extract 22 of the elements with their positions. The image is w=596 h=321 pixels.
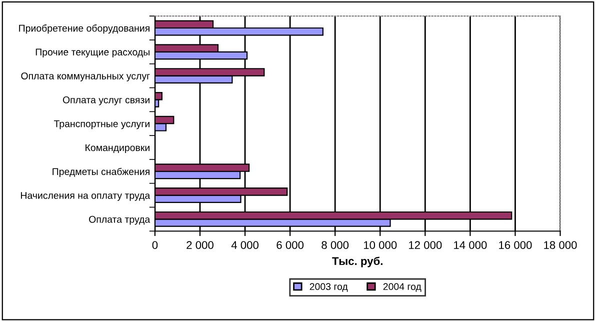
x-tick-label: 0 (152, 241, 158, 250)
x-tick-label: 4 000 (231, 241, 258, 250)
x-tick-label: 2 000 (186, 241, 214, 250)
y-tick-label: Командировки (86, 144, 150, 154)
legend-label: 2003 год (310, 283, 348, 292)
y-tick-label: Прочие текущие расходы (36, 48, 150, 58)
x-tick-label: 12 000 (409, 241, 442, 250)
y-tick-label: Транспортные услуги (54, 120, 150, 130)
y-tick-label: Начисления на оплату труда (20, 192, 150, 201)
x-tick-label: 8 000 (322, 241, 349, 250)
y-tick-label: Оплата коммунальных услуг (21, 72, 150, 82)
x-tick-label: 14 000 (454, 241, 487, 250)
x-tick-label: 6 000 (276, 241, 304, 250)
x-tick-label: 16 000 (499, 241, 532, 250)
y-tick-label: Оплата услуг связи (62, 96, 150, 106)
x-axis-title: Тыс. руб. (332, 256, 382, 268)
y-tick-label: Приобретение оборудования (19, 24, 150, 34)
y-tick-label: Предметы снабжения (52, 168, 150, 177)
x-tick-label: 18 000 (544, 241, 577, 250)
y-tick-label: Оплата труда (89, 216, 150, 225)
x-tick-label: 10 000 (364, 241, 397, 250)
legend-label: 2004 год (383, 283, 422, 292)
